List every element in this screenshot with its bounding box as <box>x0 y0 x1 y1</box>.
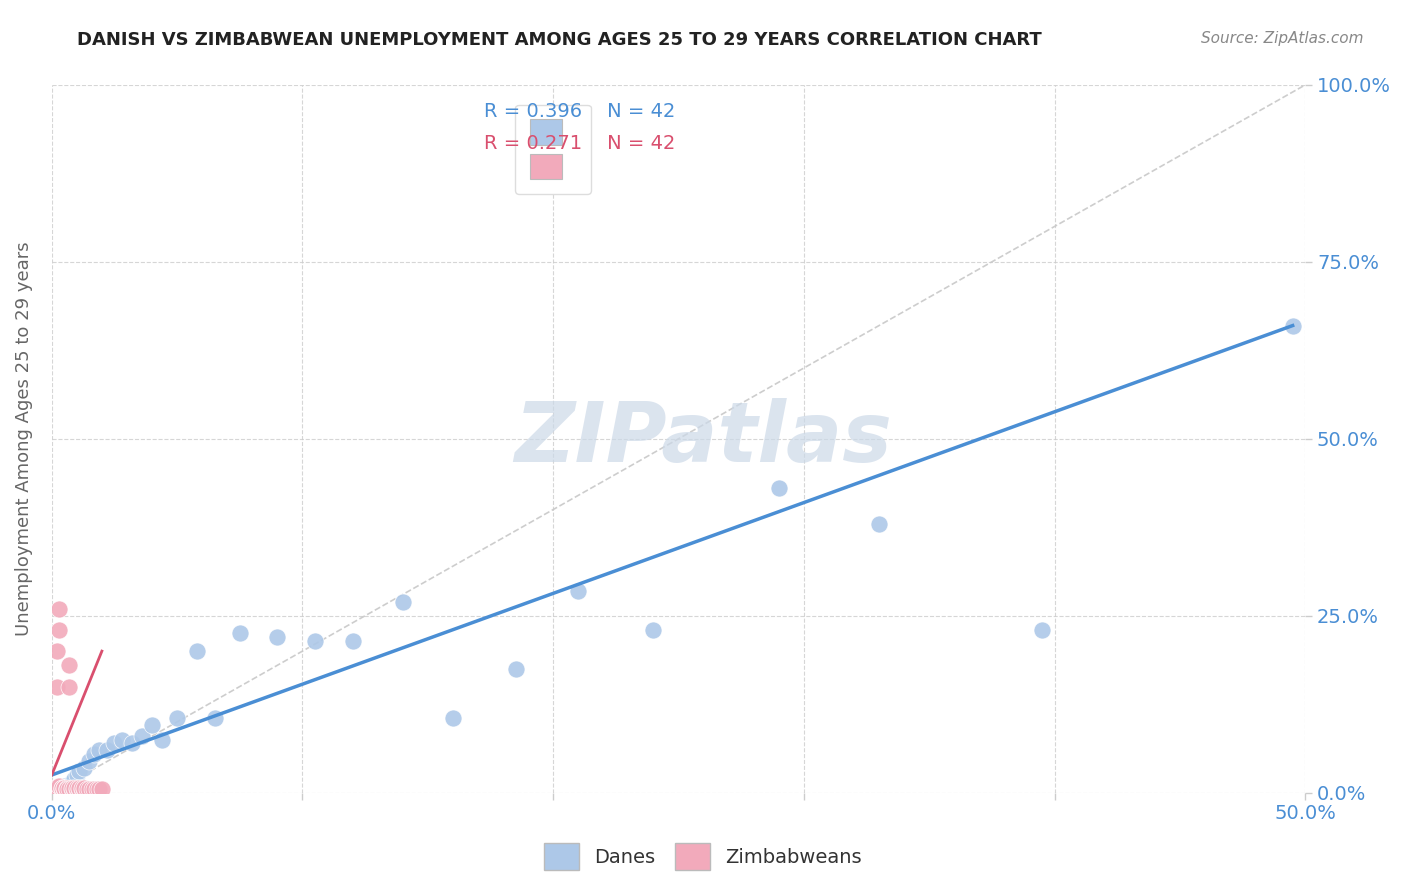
Point <box>86 782 108 797</box>
Point <box>67 781 90 796</box>
Point <box>643 623 665 637</box>
Point <box>51 780 73 794</box>
Point <box>342 633 364 648</box>
Point <box>53 781 76 796</box>
Point <box>70 781 93 796</box>
Point <box>51 781 73 796</box>
Point <box>44 782 66 797</box>
Legend: , : , <box>515 104 591 194</box>
Point <box>48 601 70 615</box>
Point <box>131 729 153 743</box>
Point <box>56 782 79 797</box>
Point <box>89 743 111 757</box>
Text: Source: ZipAtlas.com: Source: ZipAtlas.com <box>1201 31 1364 46</box>
Point <box>58 680 80 694</box>
Point <box>79 754 101 768</box>
Point <box>441 711 464 725</box>
Point <box>186 644 208 658</box>
Point <box>41 782 63 797</box>
Point <box>96 743 118 757</box>
Point <box>505 662 527 676</box>
Point <box>1281 318 1303 333</box>
Point <box>166 711 188 725</box>
Text: R = 0.396    N = 42: R = 0.396 N = 42 <box>484 102 675 120</box>
Point <box>67 782 90 797</box>
Point <box>56 781 79 796</box>
Point <box>73 781 96 796</box>
Point <box>73 761 96 775</box>
Point <box>51 780 73 795</box>
Point <box>67 764 90 779</box>
Point <box>229 626 252 640</box>
Text: DANISH VS ZIMBABWEAN UNEMPLOYMENT AMONG AGES 25 TO 29 YEARS CORRELATION CHART: DANISH VS ZIMBABWEAN UNEMPLOYMENT AMONG … <box>77 31 1042 49</box>
Y-axis label: Unemployment Among Ages 25 to 29 years: Unemployment Among Ages 25 to 29 years <box>15 242 32 636</box>
Point <box>66 768 89 782</box>
Point <box>41 783 63 797</box>
Point <box>44 782 66 797</box>
Legend: Danes, Zimbabweans: Danes, Zimbabweans <box>536 835 870 878</box>
Point <box>1031 623 1053 637</box>
Point <box>51 782 73 797</box>
Text: ZIPatlas: ZIPatlas <box>515 399 893 479</box>
Point <box>63 781 86 796</box>
Point <box>45 780 67 794</box>
Point <box>66 782 89 797</box>
Point <box>44 781 66 796</box>
Point <box>45 680 67 694</box>
Point <box>103 736 125 750</box>
Point <box>567 584 589 599</box>
Point <box>79 782 101 797</box>
Point <box>66 781 89 796</box>
Point <box>60 782 83 797</box>
Point <box>58 658 80 673</box>
Point <box>266 630 288 644</box>
Text: R = 0.271    N = 42: R = 0.271 N = 42 <box>484 134 675 153</box>
Point <box>73 782 96 797</box>
Point <box>111 732 134 747</box>
Point <box>83 782 105 797</box>
Point <box>76 782 98 797</box>
Point <box>45 782 67 797</box>
Point <box>58 782 80 797</box>
Point <box>768 481 790 495</box>
Point <box>89 782 111 797</box>
Point <box>48 779 70 793</box>
Point <box>53 780 76 795</box>
Point <box>48 782 70 797</box>
Point <box>90 782 112 797</box>
Point <box>868 516 890 531</box>
Point <box>48 623 70 637</box>
Point <box>304 633 326 648</box>
Point <box>80 782 103 797</box>
Point <box>60 775 83 789</box>
Point <box>121 736 143 750</box>
Point <box>53 779 76 793</box>
Point <box>53 782 76 797</box>
Point <box>58 779 80 793</box>
Point <box>141 718 163 732</box>
Point <box>53 782 76 797</box>
Point <box>70 782 93 797</box>
Point <box>51 782 73 797</box>
Point <box>391 594 413 608</box>
Point <box>45 780 67 794</box>
Point <box>63 772 86 786</box>
Point <box>45 644 67 658</box>
Point <box>56 780 79 794</box>
Point <box>150 732 173 747</box>
Point <box>60 781 83 796</box>
Point <box>56 782 79 797</box>
Point <box>48 779 70 793</box>
Point <box>44 782 66 797</box>
Point <box>204 711 226 725</box>
Point <box>63 782 86 797</box>
Point <box>83 747 105 761</box>
